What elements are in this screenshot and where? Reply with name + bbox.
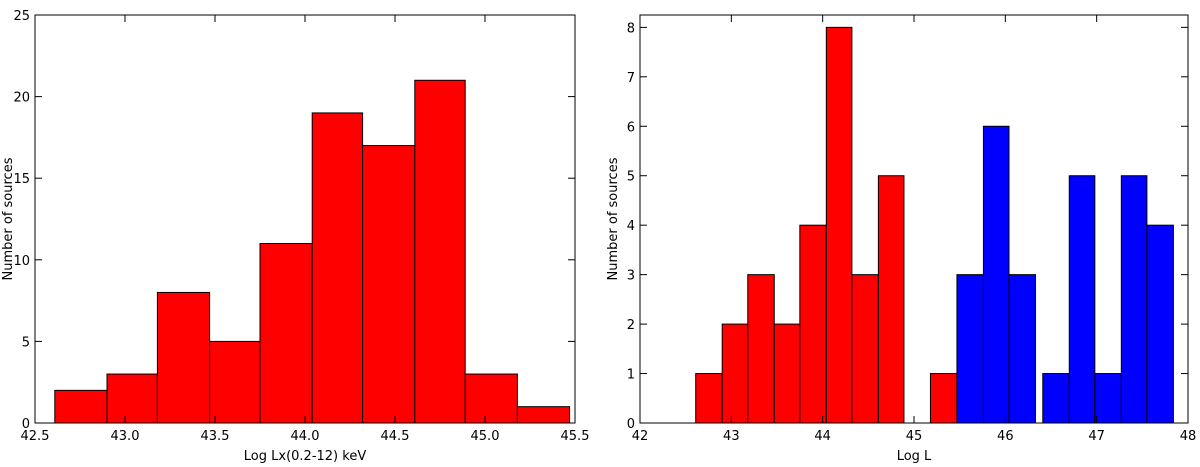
x-tick-label: 45 — [906, 429, 923, 444]
histogram-bar — [1120, 175, 1148, 424]
histogram-bar — [695, 373, 723, 424]
y-tick-label: 3 — [627, 269, 635, 284]
histogram-bar — [956, 274, 984, 424]
histogram-bar — [106, 373, 158, 424]
y-tick-label: 10 — [13, 254, 30, 269]
y-axis-label: Number of sources — [1, 157, 16, 280]
histogram-bar — [1042, 373, 1070, 424]
histogram-bar — [311, 112, 364, 424]
x-tick-label: 43.5 — [201, 429, 230, 444]
histogram-bar — [982, 125, 1010, 424]
histogram-bar — [747, 274, 775, 424]
y-tick-label: 5 — [22, 335, 30, 350]
x-tick-label: 44 — [814, 429, 831, 444]
histogram-bar — [362, 145, 416, 424]
histogram-bar — [156, 291, 211, 424]
y-tick-label: 0 — [22, 417, 30, 432]
x-tick-label: 42.5 — [21, 429, 50, 444]
x-axis-label: Log Lx(0.2-12) keV — [244, 449, 367, 464]
x-tick-label: 48 — [1180, 429, 1197, 444]
y-tick-label: 4 — [627, 219, 635, 234]
y-tick-label: 0 — [627, 417, 635, 432]
x-tick-label: 45.0 — [471, 429, 500, 444]
x-tick-label: 42 — [632, 429, 649, 444]
histogram-bar — [259, 242, 313, 424]
x-tick-label: 44.0 — [291, 429, 320, 444]
y-tick-label: 1 — [627, 368, 635, 383]
histogram-bar — [877, 175, 905, 424]
histogram-bar — [1068, 175, 1096, 424]
y-tick-label: 8 — [627, 21, 635, 36]
histogram-bar — [209, 340, 261, 424]
histogram-bar — [799, 224, 827, 424]
histogram-bar — [929, 373, 958, 424]
histogram-bar — [773, 323, 801, 424]
x-tick-label: 45.5 — [561, 429, 590, 444]
histogram-bar — [464, 373, 518, 424]
histogram-bar — [414, 79, 466, 424]
x-tick-label: 46 — [997, 429, 1014, 444]
histogram-bar — [851, 274, 879, 424]
histogram-bar — [825, 26, 853, 424]
x-tick-label: 43.0 — [111, 429, 140, 444]
histogram-bar — [1146, 224, 1174, 424]
histogram-bar — [516, 406, 571, 424]
histogram-bar — [1094, 373, 1122, 424]
histogram-bar — [1008, 274, 1036, 424]
y-axis-label: Number of sources — [606, 157, 621, 280]
y-tick-label: 20 — [13, 91, 30, 106]
x-axis-label: Log L — [897, 449, 932, 464]
y-tick-label: 5 — [627, 170, 635, 185]
y-tick-label: 25 — [13, 9, 30, 24]
histogram-bar — [721, 323, 749, 424]
y-tick-label: 7 — [627, 71, 635, 86]
y-tick-label: 15 — [13, 172, 30, 187]
histogram-bar — [54, 389, 108, 424]
y-tick-label: 2 — [627, 318, 635, 333]
y-tick-label: 6 — [627, 120, 635, 135]
x-tick-label: 43 — [723, 429, 740, 444]
x-tick-label: 44.5 — [381, 429, 410, 444]
x-tick-label: 47 — [1088, 429, 1105, 444]
